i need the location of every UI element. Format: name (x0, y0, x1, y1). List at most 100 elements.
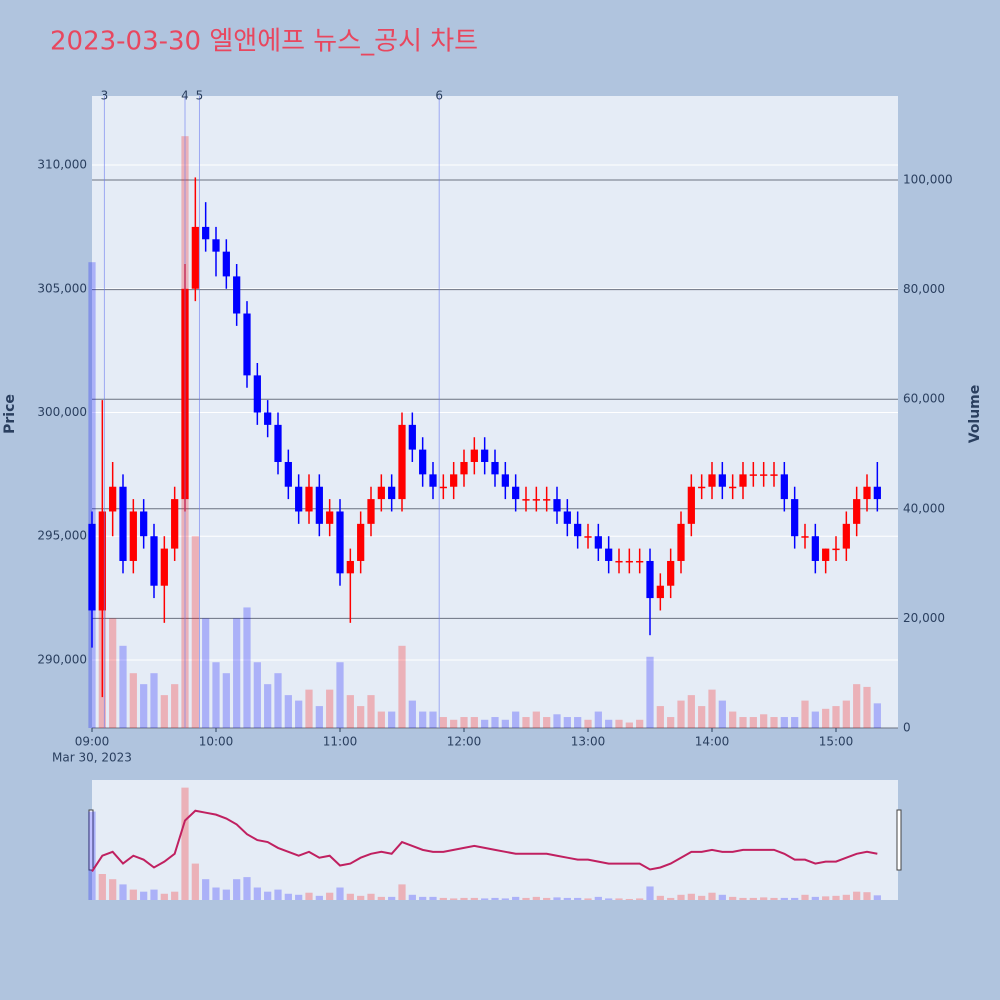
y2-tick-label: 60,000 (903, 392, 945, 406)
x-tick-label: 12:00 (447, 735, 482, 749)
slider-volume-bar (615, 898, 623, 900)
y2-tick-label: 100,000 (903, 173, 953, 187)
x-tick-label: 10:00 (199, 735, 234, 749)
slider-volume-bar (109, 879, 117, 900)
slider-volume-bar (274, 889, 282, 900)
candle-body (532, 499, 540, 501)
slider-volume-bar (636, 898, 644, 900)
volume-bar (336, 662, 344, 728)
slider-volume-bar (677, 894, 685, 900)
x-tick-label: 14:00 (695, 735, 730, 749)
slider-volume-bar (253, 887, 261, 900)
volume-bar (594, 711, 602, 728)
candle-body (770, 474, 778, 476)
slider-volume-bar (842, 894, 850, 900)
slider-volume-bar (398, 884, 406, 900)
y-tick-label: 290,000 (37, 652, 87, 666)
volume-bar (553, 714, 561, 728)
range-handle[interactable] (896, 809, 902, 871)
annotation-label: 5 (196, 89, 204, 103)
volume-bar (439, 717, 447, 728)
volume-bar (718, 700, 726, 728)
candle-body (749, 474, 757, 476)
candle-body (295, 486, 303, 512)
slider-volume-bar (563, 897, 571, 900)
range-handle[interactable] (88, 809, 94, 871)
volume-bar (625, 722, 633, 728)
slider-volume-bar (429, 896, 437, 900)
volume-bar (109, 618, 117, 728)
candle-body (574, 523, 582, 537)
volume-bar (140, 684, 148, 728)
volume-bar (191, 536, 199, 728)
volume-bar (470, 717, 478, 728)
candle-body (553, 499, 561, 512)
candle-body (119, 486, 127, 561)
candle-body (367, 499, 375, 524)
volume-bar (501, 719, 509, 728)
slider-volume-bar (129, 889, 137, 900)
slider-volume-bar (791, 897, 799, 900)
candle-body (264, 412, 272, 425)
volume-bar (749, 717, 757, 728)
candle-body (377, 486, 385, 500)
slider-volume-bar (801, 894, 809, 900)
slider-volume-bar (181, 787, 189, 900)
candle-body (160, 548, 168, 586)
candle-body (398, 424, 406, 500)
slider-volume-bar (212, 887, 220, 900)
volume-bar (832, 706, 840, 728)
slider-volume-bar (853, 891, 861, 900)
slider-volume-bar (98, 873, 106, 900)
candle-body (212, 239, 220, 252)
volume-bar (450, 719, 458, 728)
volume-bar (129, 673, 137, 728)
slider-volume-bar (419, 896, 427, 900)
candle-body (202, 226, 210, 240)
candle-body (873, 486, 881, 500)
candle-body (811, 536, 819, 561)
candle-body (326, 511, 334, 524)
candle-body (450, 474, 458, 487)
y-tick-label: 295,000 (37, 529, 87, 543)
slider-volume-bar (315, 895, 323, 900)
y2-axis-title: Volume (967, 385, 983, 444)
slider-volume-bar (191, 863, 199, 900)
volume-bar (729, 711, 737, 728)
volume-bar (532, 711, 540, 728)
candle-body (429, 474, 437, 487)
slider-volume-bar (357, 895, 365, 900)
y2-tick-label: 40,000 (903, 501, 945, 515)
candle-body (150, 536, 158, 586)
slider-volume-bar (326, 892, 334, 900)
slider-volume-bar (739, 897, 747, 900)
volume-bar (491, 717, 499, 728)
annotation-label: 6 (435, 89, 443, 103)
slider-volume-bar (811, 896, 819, 900)
x-tick-label: 09:00 (75, 735, 110, 749)
y-tick-label: 305,000 (37, 281, 87, 295)
slider-volume-bar (470, 897, 478, 900)
volume-bar (667, 717, 675, 728)
slider-volume-bar (171, 891, 179, 900)
candle-body (718, 474, 726, 487)
volume-bar (656, 706, 664, 728)
candle-body (832, 548, 840, 551)
candle-body (822, 548, 830, 561)
slider-volume-bar (863, 892, 871, 900)
volume-bar (264, 684, 272, 728)
volume-bar (677, 700, 685, 728)
volume-bar (119, 645, 127, 728)
volume-bar (770, 717, 778, 728)
volume-bar (253, 662, 261, 728)
slider-volume-bar (233, 879, 241, 900)
candle-body (522, 499, 530, 501)
range-slider[interactable] (92, 780, 898, 900)
volume-bar (760, 714, 768, 728)
volume-bar (315, 706, 323, 728)
volume-bar (150, 673, 158, 728)
candle-body (481, 449, 489, 462)
candle-body (501, 474, 509, 487)
slider-volume-bar (408, 894, 416, 900)
y-tick-label: 310,000 (37, 158, 87, 172)
